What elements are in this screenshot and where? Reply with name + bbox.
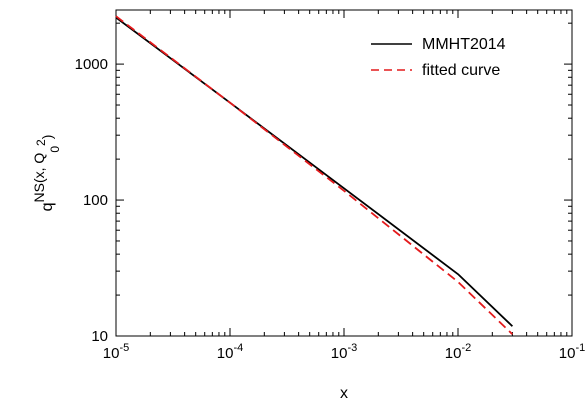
- y-axis-label-args: (x, Q: [31, 153, 47, 183]
- x-tick-label: 10-3: [331, 342, 357, 362]
- y-tick-label: 10: [91, 328, 108, 345]
- legend: MMHT2014 fitted curve: [371, 36, 506, 79]
- y-axis-label-sup: NS: [31, 183, 47, 202]
- x-tick-label-base: 10: [331, 345, 348, 362]
- series-layer: [115, 15, 514, 335]
- y-tick-group: 10 100 1000: [75, 22, 572, 345]
- x-tick-label-exp: -4: [233, 342, 243, 354]
- x-tick-label-exp: -3: [347, 342, 357, 354]
- legend-label-fitted-curve: fitted curve: [422, 62, 500, 79]
- x-axis-label: x: [340, 385, 348, 402]
- y-axis-label-q-sub: 0: [48, 146, 62, 153]
- x-tick-label-exp: -1: [575, 342, 585, 354]
- y-axis-label-base: q: [39, 202, 56, 211]
- x-tick-label-base: 10: [217, 345, 234, 362]
- y-axis-label-q-sup: 2: [34, 139, 48, 146]
- x-tick-label: 10-2: [445, 342, 471, 362]
- x-tick-label: 10-5: [103, 342, 129, 362]
- x-tick-label: 10-4: [217, 342, 243, 362]
- y-tick-label: 100: [83, 192, 108, 209]
- y-axis-label: qNS(x, Q02): [31, 135, 62, 212]
- plot-frame: [115, 9, 573, 337]
- y-tick-label: 1000: [75, 56, 108, 73]
- x-tick-label-base: 10: [559, 345, 576, 362]
- x-tick-label-base: 10: [445, 345, 462, 362]
- series-line-mmht2014: [115, 16, 514, 327]
- x-tick-label-exp: -5: [119, 342, 129, 354]
- x-tick-label-exp: -2: [461, 342, 471, 354]
- x-tick-group: 10-5 10-4 10-3 10-2 10-1: [103, 10, 585, 362]
- legend-label-mmht2014: MMHT2014: [422, 36, 506, 53]
- x-tick-label: 10-1: [559, 342, 585, 362]
- y-axis-label-close: ): [39, 135, 55, 140]
- x-tick-label-base: 10: [103, 345, 120, 362]
- series-line-fitted-curve: [115, 15, 514, 335]
